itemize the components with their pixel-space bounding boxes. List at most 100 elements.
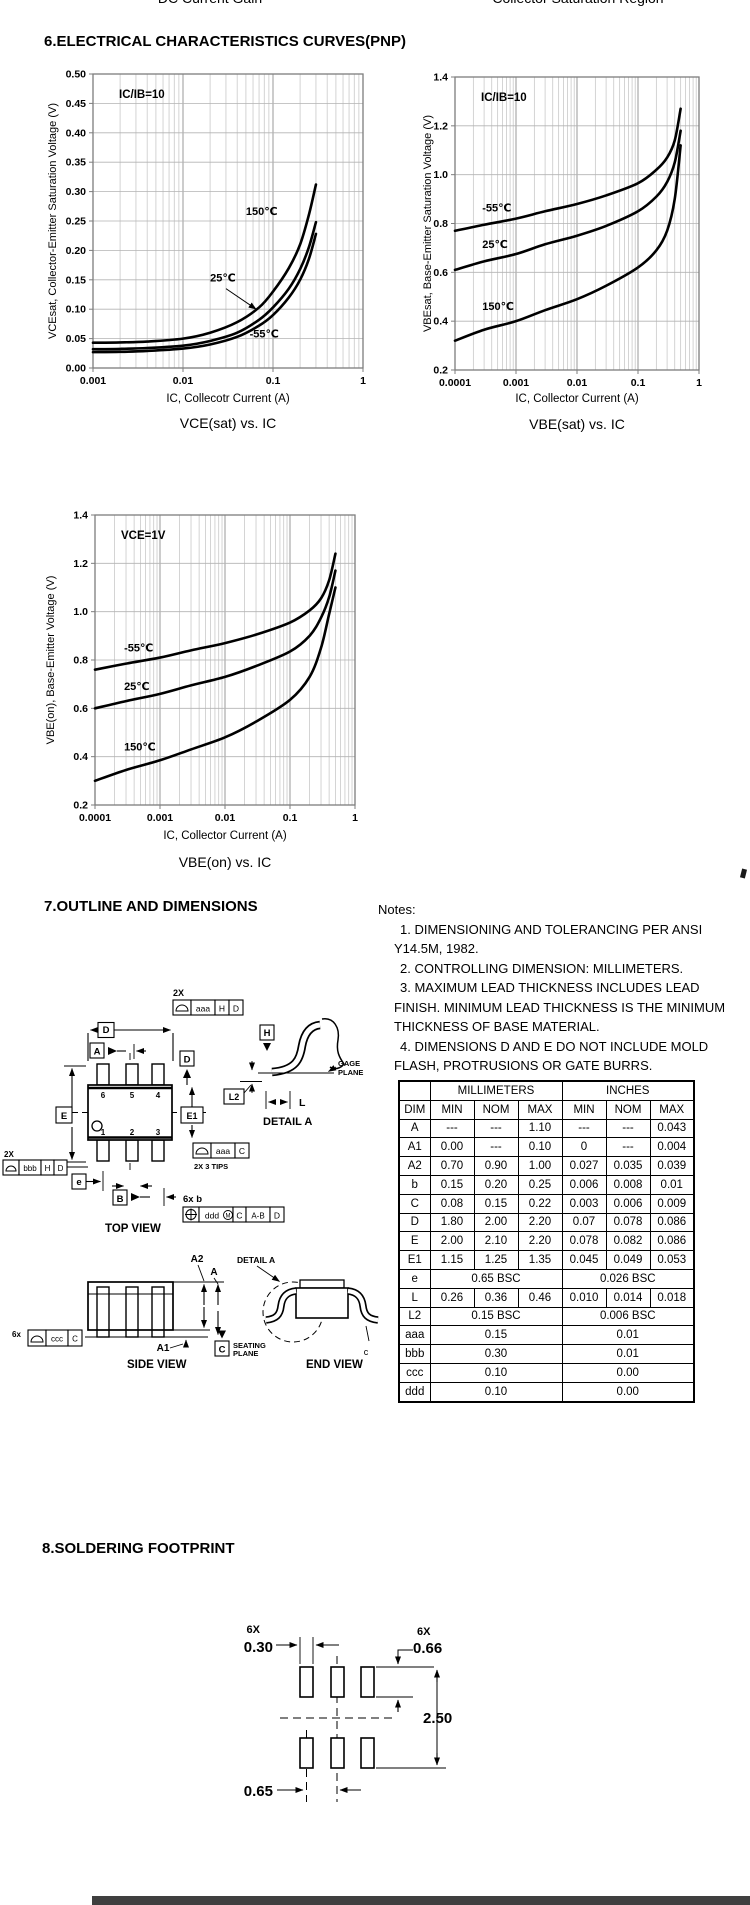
y-tick-label: 0.10 (66, 304, 87, 316)
chart-vbe-on: 0.2 0.4 0.6 0.8 1.0 1.2 1.4 0.0001 0.001 0.01 0.1 1… (0, 470, 375, 890)
y-tick-label: 0.4 (433, 316, 448, 328)
fcf-ddd-ab: A-B (251, 1212, 264, 1221)
fcf-ccc: ccc (51, 1335, 63, 1344)
end-view-geometry (256, 1265, 379, 1343)
chart-vce-sat-xlabel: IC, Collecotr Current (A) (166, 393, 290, 405)
curve-label: 150℃ (482, 301, 514, 313)
datum-h-detail: H (264, 1028, 271, 1039)
gage-plane-label-2: PLANE (338, 1068, 363, 1077)
chart-vbe-on-title: VBE(on) vs. IC (178, 854, 272, 870)
table-row: bbb 0.30 0.01 (398, 1344, 695, 1364)
pin-3: 3 (156, 1128, 161, 1137)
fcf-bbb-h: H (45, 1164, 51, 1173)
x-tick-label: 1 (360, 375, 366, 387)
fcf-ddd-c: C (236, 1211, 242, 1221)
fp-dim-066: 0.66 (413, 1640, 442, 1657)
y-tick-label: 1.2 (73, 558, 88, 570)
gage-plane-label-1: GAGE (338, 1059, 360, 1068)
y-tick-label: 0.50 (66, 69, 87, 81)
series-curve-25℃ (93, 569, 337, 710)
y-tick-label: 1.0 (73, 606, 88, 618)
y-tick-label: 0.20 (66, 245, 87, 257)
y-tick-label: 1.0 (433, 169, 448, 181)
pin-4: 4 (156, 1091, 161, 1100)
series-curve--55℃ (93, 552, 337, 671)
dimensions-table: MILLIMETERS INCHES DIM MIN NOM MAX MIN NOM MAX A -… (398, 1080, 695, 1403)
fcf-aaa: aaa (196, 1004, 210, 1014)
y-tick-label: 0.8 (73, 655, 88, 667)
y-tick-label: 1.4 (433, 72, 448, 84)
curve-label: -55℃ (482, 202, 511, 214)
y-tick-label: 0.6 (73, 703, 88, 715)
x-tick-label: 0.01 (567, 377, 588, 389)
condition-annotation: VCE=1V (121, 530, 166, 542)
series-curve-25℃ (91, 220, 318, 351)
datum-d: D (184, 1055, 191, 1066)
y-tick-label: 0.4 (73, 751, 88, 763)
x-tick-label: 0.1 (631, 377, 646, 389)
detail-a-title: DETAIL A (263, 1116, 312, 1128)
dim-a2: A2 (191, 1254, 204, 1265)
table-row: E 2.00 2.10 2.20 0.078 0.082 0.086 (398, 1231, 695, 1252)
series-curve-150℃ (453, 144, 682, 342)
pin-1: 1 (101, 1128, 106, 1137)
y-tick-label: 0.2 (73, 800, 88, 812)
datum-a: A (94, 1047, 101, 1058)
fcf-datum-d: D (233, 1004, 239, 1014)
dim-lead-width-b: 6x b (183, 1194, 202, 1205)
table-row: E1 1.15 1.25 1.35 0.045 0.049 0.053 (398, 1250, 695, 1270)
chart-vce-sat-ylabel: VCEsat, Collector-Emitter Saturation Vol… (47, 103, 59, 339)
y-tick-label: 0.00 (66, 363, 87, 375)
table-row: C 0.08 0.15 0.22 0.003 0.006 0.009 (398, 1193, 695, 1214)
curve-label: 25℃ (124, 681, 150, 693)
table-row: ddd 0.10 0.00 (398, 1381, 695, 1403)
table-row: A --- --- 1.10 --- --- 0.043 (398, 1118, 695, 1139)
table-row: e 0.65 BSC 0.026 BSC (398, 1268, 695, 1289)
footprint-drawing: 6X 0.30 6X 0.66 2.50 0.65 (244, 1624, 452, 1802)
fcf-bbb: bbb (23, 1164, 37, 1173)
pin-2: 2 (130, 1128, 135, 1137)
fcf-ddd: ddd (205, 1211, 219, 1221)
condition-annotation: IC/IB=10 (119, 89, 165, 101)
chart-vbe-sat-plot: 0.2 0.4 0.6 0.8 1.0 1.2 1.4 0.0001 0.001 0.01 0.1 1… (433, 72, 702, 390)
x-tick-label: 0.01 (173, 375, 194, 387)
curve-label: -55℃ (250, 328, 279, 340)
curve-label: 150℃ (246, 206, 278, 218)
condition-annotation: IC/IB=10 (481, 92, 527, 104)
fp-dim-030: 0.30 (244, 1639, 273, 1656)
seating-plane-label-1: SEATING (233, 1341, 266, 1350)
x-tick-label: 0.001 (503, 377, 529, 389)
section7-heading: 7.OUTLINE AND DIMENSIONS (44, 898, 258, 915)
seating-plane-label-2: PLANE (233, 1349, 258, 1358)
fcf2-datum-c: C (239, 1146, 245, 1156)
y-tick-label: 1.4 (73, 510, 88, 522)
series-curve--55℃ (91, 232, 318, 354)
prev-chart-caption-left: DC Current Gain (120, 0, 300, 6)
page-artifact-mark (739, 868, 748, 879)
chart-vbe-on-plot: 0.2 0.4 0.6 0.8 1.0 1.2 1.4 0.0001 0.001 0.01 0.1 1… (73, 510, 358, 825)
chart-vce-sat-plot: 0.00 0.05 0.10 0.15 0.20 0.25 0.30 0.35 0.40 0.45… (66, 69, 367, 388)
y-tick-label: 1.2 (433, 120, 448, 132)
fcf-datum-h: H (219, 1004, 225, 1014)
series-curve-150℃ (93, 586, 337, 783)
table-row: A2 0.70 0.90 1.00 0.027 0.035 0.039 (398, 1156, 695, 1176)
pin-5: 5 (130, 1091, 135, 1100)
fp-qty-6x-right: 6X (417, 1626, 431, 1638)
notes-heading: Notes: (378, 902, 416, 917)
chart-vbe-on-ylabel: VBE(on), Base-Emitter Voltage (V) (45, 575, 57, 745)
y-tick-label: 0.30 (66, 186, 87, 198)
chart-vce-sat-title: VCE(sat) vs. IC (179, 415, 277, 431)
qty-label-6x-side: 6x (12, 1330, 21, 1339)
top-view-geometry (2, 999, 285, 1223)
x-tick-label: 0.1 (266, 375, 281, 387)
y-tick-label: 0.15 (66, 274, 87, 286)
y-tick-label: 0.35 (66, 157, 87, 169)
mmc-modifier: M (226, 1214, 231, 1220)
fp-dim-250: 2.50 (423, 1710, 452, 1727)
y-tick-label: 0.05 (66, 333, 87, 345)
dim-a: A (210, 1267, 217, 1278)
end-view-title: END VIEW (306, 1359, 363, 1371)
qty-label-2x-top: 2X (173, 988, 184, 998)
label-arrow (225, 288, 257, 310)
